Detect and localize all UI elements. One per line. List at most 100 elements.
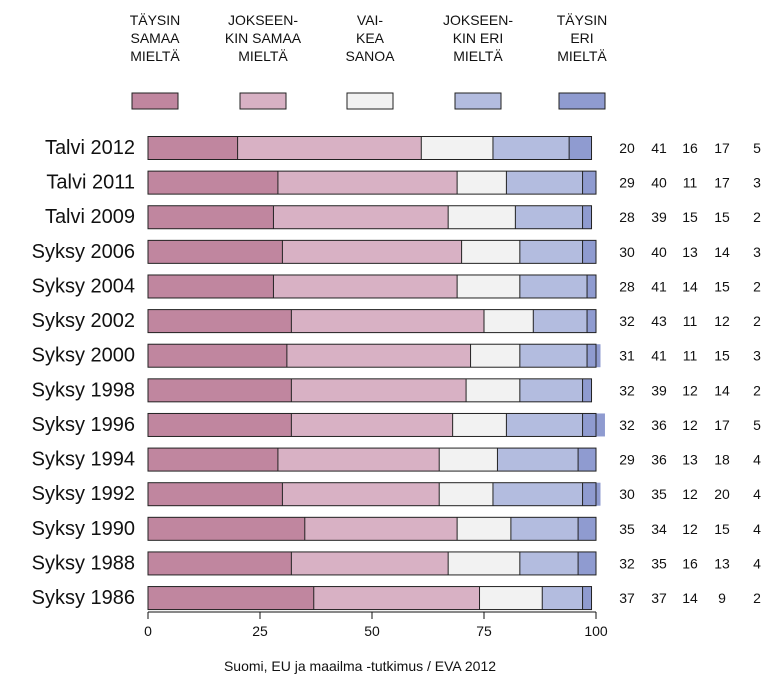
bar-segment bbox=[582, 586, 592, 610]
value-label: 16 bbox=[682, 555, 698, 571]
category-label: Syksy 1992 bbox=[32, 483, 135, 505]
value-label: 3 bbox=[753, 175, 761, 191]
value-label: 9 bbox=[718, 590, 726, 606]
legend-label: TÄYSIN bbox=[130, 12, 181, 28]
bar-row bbox=[147, 170, 597, 195]
category-labels: Talvi 2012 Talvi 2011 Talvi 2009 Syksy 2006… bbox=[32, 137, 135, 609]
bar-row bbox=[147, 378, 593, 403]
bar-outline bbox=[147, 378, 593, 403]
bar-segment bbox=[148, 378, 292, 402]
value-label: 34 bbox=[651, 521, 667, 537]
legend-label: TÄYSIN bbox=[557, 12, 608, 28]
bar-outline bbox=[147, 551, 597, 576]
legend-label: VAI- bbox=[357, 12, 384, 28]
bar-segment bbox=[582, 171, 596, 195]
bar-segment bbox=[587, 274, 596, 298]
bar-segment bbox=[273, 205, 449, 229]
bar-segment bbox=[479, 586, 543, 610]
x-tick-label: 0 bbox=[144, 623, 152, 639]
value-label: 32 bbox=[619, 313, 635, 329]
x-tick-label: 75 bbox=[476, 623, 492, 639]
bar-segment bbox=[582, 482, 601, 506]
value-label: 36 bbox=[651, 452, 667, 468]
value-label: 12 bbox=[682, 486, 698, 502]
value-label: 3 bbox=[753, 348, 761, 364]
legend-label: SANOA bbox=[345, 48, 395, 64]
value-label: 5 bbox=[753, 140, 761, 156]
value-labels: 20 41 16 17 529 40 11 17 328 39 15 15 230 40 13 14 328 41… bbox=[619, 140, 761, 606]
value-label: 14 bbox=[714, 382, 730, 398]
bar-row bbox=[147, 412, 605, 437]
value-label: 31 bbox=[619, 348, 635, 364]
value-label: 32 bbox=[619, 382, 635, 398]
bar-segment bbox=[587, 344, 601, 368]
value-label: 20 bbox=[619, 140, 635, 156]
value-label: 2 bbox=[753, 209, 761, 225]
value-label: 32 bbox=[619, 555, 635, 571]
bar-segment bbox=[519, 274, 588, 298]
value-label: 39 bbox=[651, 209, 667, 225]
bar-segment bbox=[291, 551, 449, 575]
bar-segment bbox=[457, 517, 511, 541]
value-label: 35 bbox=[619, 521, 635, 537]
legend-label: SAMAA bbox=[130, 30, 180, 46]
bar-segment bbox=[569, 136, 592, 160]
bar-segment bbox=[515, 205, 583, 229]
value-label: 29 bbox=[619, 175, 635, 191]
bar-segment bbox=[452, 413, 507, 437]
category-label: Syksy 2002 bbox=[32, 310, 135, 332]
bar-row bbox=[147, 274, 597, 299]
x-tick-label: 25 bbox=[252, 623, 268, 639]
bar-segment bbox=[587, 309, 596, 333]
x-axis: 0 25 50 75 100 bbox=[144, 611, 608, 639]
value-label: 28 bbox=[619, 278, 635, 294]
legend-swatch bbox=[346, 92, 394, 110]
category-label: Talvi 2012 bbox=[45, 137, 135, 159]
category-label: Syksy 1988 bbox=[32, 552, 135, 574]
bar-segment bbox=[148, 413, 292, 437]
value-label: 2 bbox=[753, 313, 761, 329]
category-label: Syksy 2006 bbox=[32, 241, 135, 263]
bar-outline bbox=[147, 586, 593, 611]
value-label: 12 bbox=[682, 521, 698, 537]
value-label: 18 bbox=[714, 452, 730, 468]
value-label: 32 bbox=[619, 417, 635, 433]
bar-segment bbox=[291, 309, 484, 333]
value-label: 40 bbox=[651, 175, 667, 191]
bars bbox=[147, 136, 605, 611]
value-label: 28 bbox=[619, 209, 635, 225]
legend-swatch bbox=[239, 92, 287, 110]
value-label: 12 bbox=[714, 313, 730, 329]
value-label: 17 bbox=[714, 140, 730, 156]
bar-segment bbox=[510, 517, 579, 541]
legend-label: MIELTÄ bbox=[130, 48, 180, 64]
legend-swatch bbox=[131, 92, 179, 110]
bar-segment bbox=[304, 517, 458, 541]
bar-segment bbox=[148, 482, 283, 506]
bar-segment bbox=[277, 448, 440, 472]
bar-outline bbox=[147, 482, 597, 507]
bar-row bbox=[147, 516, 597, 541]
value-label: 15 bbox=[714, 521, 730, 537]
value-label: 40 bbox=[651, 244, 667, 260]
value-label: 4 bbox=[753, 486, 761, 502]
bar-segment bbox=[457, 171, 507, 195]
category-label: Syksy 1998 bbox=[32, 379, 135, 401]
value-label: 37 bbox=[651, 590, 667, 606]
source-note: Suomi, EU ja maailma -tutkimus / EVA 201… bbox=[224, 658, 496, 674]
bar-segment bbox=[277, 171, 458, 195]
legend-label: MIELTÄ bbox=[453, 48, 503, 64]
bar-row bbox=[147, 205, 593, 230]
bar-row bbox=[147, 343, 601, 368]
bar-segment bbox=[439, 482, 493, 506]
legend-swatch bbox=[454, 92, 502, 110]
bar-segment bbox=[313, 586, 480, 610]
value-label: 16 bbox=[682, 140, 698, 156]
bar-outline bbox=[147, 136, 593, 160]
value-label: 35 bbox=[651, 486, 667, 502]
category-label: Syksy 1996 bbox=[32, 414, 135, 436]
bar-segment bbox=[148, 448, 278, 472]
bar-segment bbox=[506, 171, 583, 195]
bar-segment bbox=[148, 309, 292, 333]
